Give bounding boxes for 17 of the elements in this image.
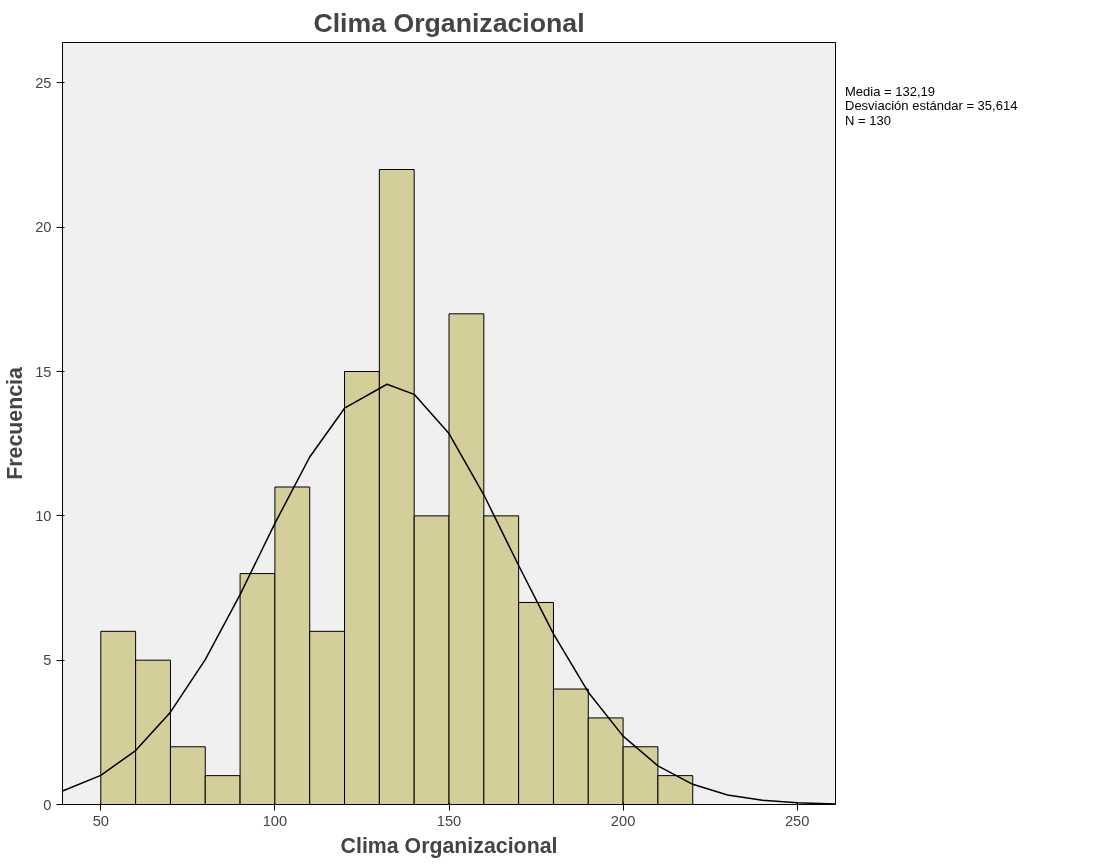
y-tick-label: 0 [43, 796, 52, 813]
text: Media = 132,19 [845, 84, 935, 99]
x-tick-label: 150 [436, 812, 462, 829]
x-tick-label: 50 [92, 812, 109, 829]
y-tick-label: 10 [35, 507, 52, 524]
text: Desviación estándar = 35,614 [845, 98, 1018, 114]
x-axis-title: Clima Organizacional [340, 833, 558, 858]
y-tick-label: 5 [43, 652, 52, 669]
y-tick-label: 15 [35, 363, 52, 380]
y-tick-label: 20 [35, 219, 52, 236]
chart-title: Clima Organizacional [313, 7, 585, 38]
y-axis-title: Frecuencia [3, 367, 28, 480]
y-tick-label: 25 [35, 74, 52, 91]
x-tick-label: 250 [784, 812, 810, 829]
text: N = 130 [845, 112, 891, 128]
x-tick-label: 100 [262, 812, 288, 829]
x-tick-label: 200 [610, 812, 636, 829]
